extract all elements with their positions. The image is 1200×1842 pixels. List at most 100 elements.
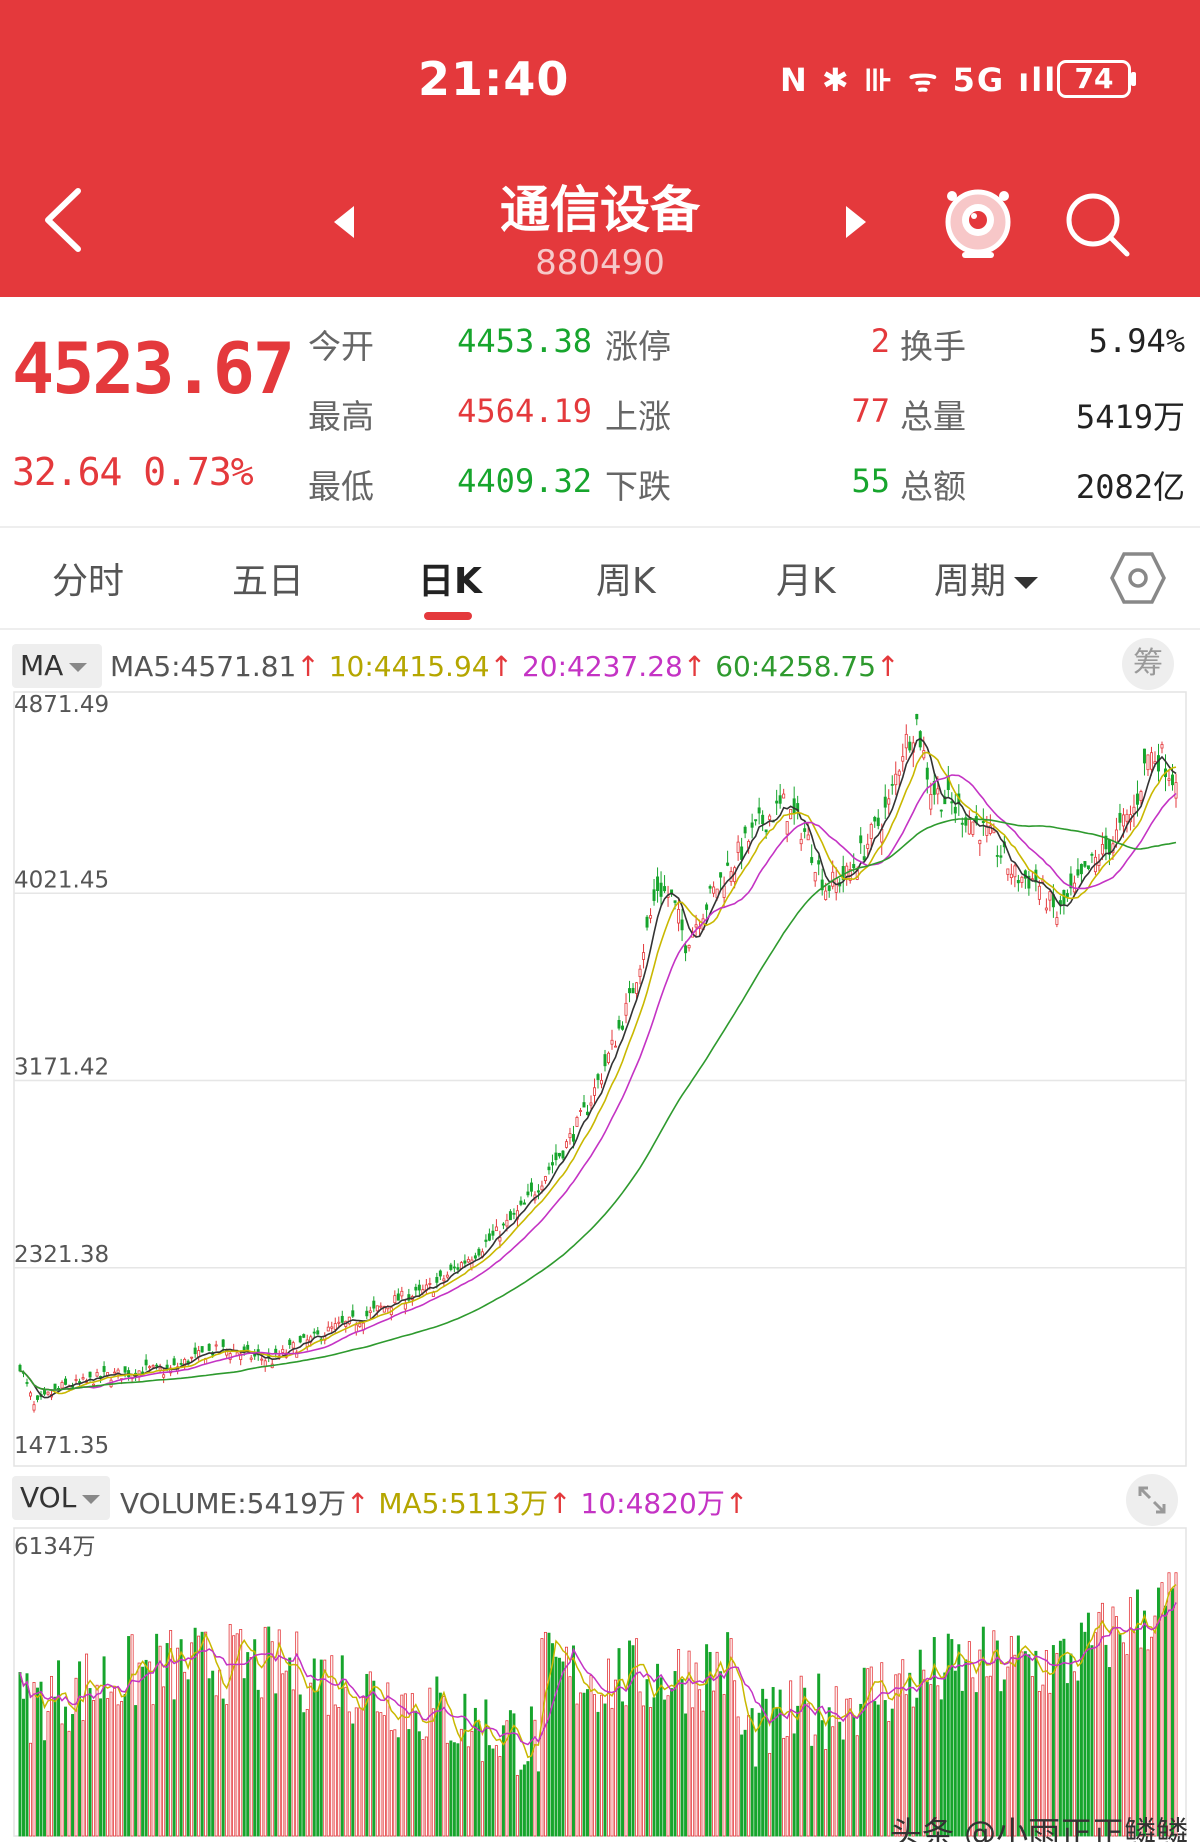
- ma-selector-label: MA: [20, 649, 64, 682]
- ma-selector[interactable]: MA: [12, 644, 102, 688]
- candle-body: [1086, 865, 1090, 869]
- volume-bar: [165, 1643, 169, 1837]
- tab-period[interactable]: 周期: [934, 552, 1039, 604]
- candle-body: [302, 1334, 306, 1338]
- candle-body: [29, 1392, 32, 1397]
- volume-bar: [578, 1692, 582, 1837]
- candle-body: [782, 793, 786, 799]
- candle-body: [736, 841, 740, 853]
- volume-bar: [46, 1711, 50, 1837]
- volume-bar: [470, 1730, 474, 1837]
- volume-bar: [249, 1657, 253, 1837]
- candle-body: [894, 773, 898, 786]
- candle-body: [596, 1074, 600, 1080]
- volume-bar: [484, 1699, 488, 1837]
- volume-bar: [74, 1677, 78, 1837]
- search-icon[interactable]: [1063, 190, 1133, 260]
- tab-daily-k[interactable]: 日K: [418, 561, 482, 602]
- volume-bar: [607, 1658, 610, 1837]
- volume-bar: [1104, 1644, 1108, 1837]
- volume-bar: [445, 1742, 449, 1837]
- volume-bar: [519, 1769, 523, 1837]
- y-tick-label: 4871.49: [14, 692, 109, 718]
- volume-bar: [635, 1638, 639, 1837]
- volume-bar: [589, 1675, 593, 1837]
- candle-body: [603, 1054, 607, 1067]
- volume-bar: [109, 1691, 113, 1837]
- candle-body: [81, 1377, 85, 1380]
- candle-body: [379, 1305, 383, 1308]
- volume-bar: [396, 1737, 400, 1837]
- volume-bar: [1097, 1611, 1101, 1837]
- volume-bar: [36, 1687, 40, 1837]
- candle-body: [775, 800, 779, 804]
- candle-body: [813, 872, 817, 882]
- volume-bar: [361, 1696, 365, 1837]
- expand-icon[interactable]: [1126, 1474, 1178, 1526]
- dropdown-icon: [82, 1494, 101, 1504]
- volume-bar: [393, 1729, 397, 1837]
- volume-bar: [540, 1638, 544, 1837]
- tab-weekly-k[interactable]: 周K: [596, 561, 656, 602]
- volume-bar: [64, 1706, 68, 1837]
- volume-bar: [1030, 1676, 1034, 1837]
- tab-intraday[interactable]: 分时: [52, 561, 125, 602]
- volume-bar: [719, 1671, 723, 1837]
- candle-body: [876, 817, 880, 827]
- candle-body: [1083, 861, 1087, 867]
- volume-bar: [284, 1670, 288, 1837]
- candle-body: [435, 1276, 439, 1283]
- candle-body: [656, 876, 660, 891]
- back-arrow-icon[interactable]: [40, 185, 86, 255]
- volume-bar: [1164, 1605, 1167, 1837]
- volume-bar: [344, 1686, 348, 1837]
- tab-five-day[interactable]: 五日: [232, 561, 305, 602]
- candle-body: [862, 856, 866, 861]
- candle-body: [74, 1379, 78, 1381]
- candle-body: [1076, 869, 1080, 876]
- volume-bar: [638, 1691, 642, 1837]
- prev-triangle-icon[interactable]: [334, 206, 354, 238]
- volume-bar: [1121, 1642, 1125, 1837]
- volume-bar: [351, 1723, 355, 1837]
- volume-bar: [78, 1661, 82, 1837]
- candle-body: [925, 767, 929, 780]
- volume-bar: [43, 1740, 47, 1837]
- candle-body: [1090, 853, 1094, 856]
- candle-body: [1121, 814, 1125, 827]
- candle-body: [1104, 835, 1108, 850]
- candle-body: [621, 1025, 625, 1030]
- volume-bar: [869, 1666, 873, 1837]
- volume-bar: [824, 1749, 828, 1837]
- volume-bar: [85, 1653, 89, 1837]
- settings-icon[interactable]: [1110, 552, 1166, 604]
- volume-bar: [176, 1647, 180, 1837]
- candle-body: [417, 1284, 421, 1291]
- tab-monthly-k[interactable]: 月K: [776, 561, 836, 602]
- volume-bar: [438, 1692, 442, 1837]
- volume-bar: [18, 1672, 22, 1837]
- volume-bar: [291, 1689, 295, 1837]
- candle-body: [827, 885, 831, 891]
- volume-bar: [368, 1671, 372, 1837]
- candle-body: [743, 826, 747, 834]
- candle-body: [652, 889, 656, 901]
- candle-body: [375, 1305, 379, 1312]
- next-triangle-icon[interactable]: [846, 206, 866, 238]
- volume-bar: [1041, 1684, 1045, 1837]
- volume-bar: [1139, 1647, 1143, 1837]
- candle-body: [403, 1303, 407, 1310]
- y-tick-label: 2321.38: [14, 1242, 109, 1268]
- volume-bar: [701, 1710, 705, 1837]
- mascot-icon[interactable]: [938, 182, 1018, 262]
- candle-body: [929, 793, 933, 810]
- chip-distribution-button[interactable]: 筹: [1122, 638, 1174, 690]
- low-label: 最低: [308, 467, 374, 506]
- volume-bar: [803, 1687, 807, 1837]
- candle-body: [564, 1141, 568, 1148]
- volume-bar: [957, 1644, 961, 1837]
- volume-bar: [1048, 1692, 1052, 1837]
- candle-body: [414, 1286, 418, 1291]
- vol-selector[interactable]: VOL: [12, 1476, 110, 1520]
